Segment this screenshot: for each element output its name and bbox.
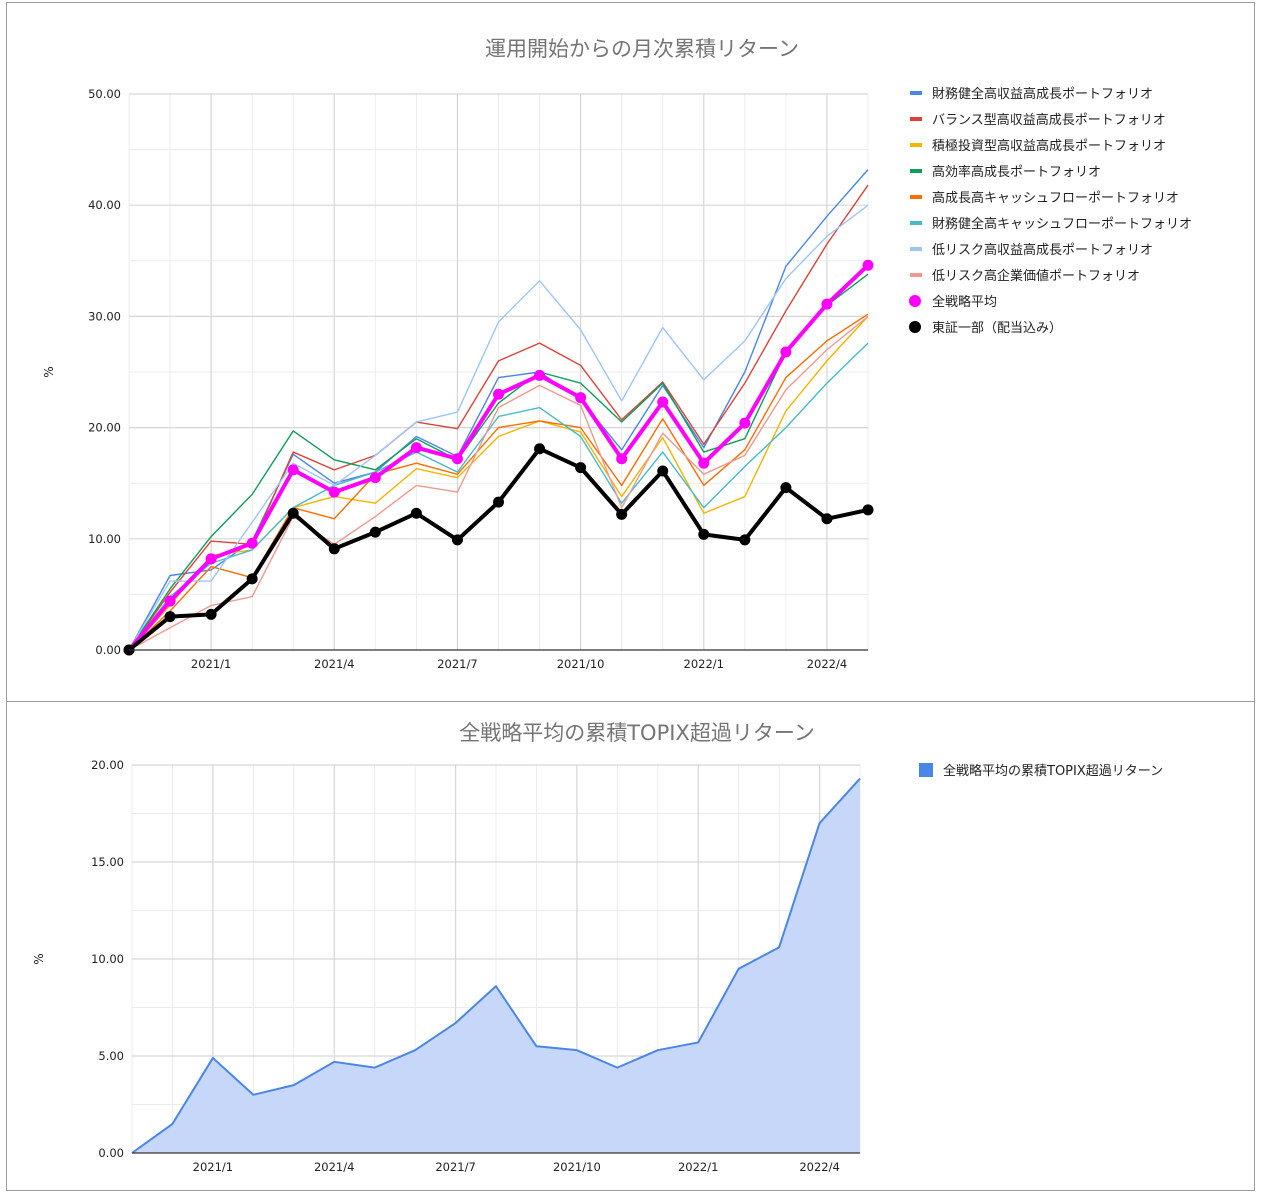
legend-swatch [910, 273, 922, 277]
y-tick-label: 5.00 [98, 1049, 124, 1063]
legend-label: 高効率高成長ポートフォリオ [932, 164, 1101, 180]
area-fill [132, 778, 860, 1153]
y-tick-label: 0.00 [95, 643, 121, 657]
x-tick-label: 2021/10 [553, 1160, 601, 1174]
series-point [369, 526, 381, 538]
series-point [575, 392, 587, 404]
series-point [287, 507, 299, 519]
plot-area: 0.00 10.00 20.00 30.00 40.00 50.00 2021/1 2021/… [42, 86, 1192, 671]
series-point [287, 464, 299, 476]
cumulative-return-chart-panel: 運用開始からの月次累積リターン 0.00 10.00 20.00 30.00 40.00… [6, 2, 1255, 702]
series-point [328, 543, 340, 555]
cumulative-return-chart: 運用開始からの月次累積リターン 0.00 10.00 20.00 30.00 40.00… [42, 37, 1192, 671]
series-point [451, 453, 463, 465]
chart-title: 全戦略平均の累積TOPIX超過リターン [459, 721, 815, 745]
y-axis-label: % [32, 953, 46, 964]
chart-title: 運用開始からの月次累積リターン [485, 37, 799, 61]
series-line-1 [131, 777, 861, 1154]
x-tick-label: 2021/7 [435, 1160, 475, 1174]
excess-return-chart: 全戦略平均の累積TOPIX超過リターン 0.00 5.00 10.00 15.00 20… [32, 721, 1163, 1174]
legend-label: 財務健全高キャッシュフローポートフォリオ [932, 216, 1192, 232]
y-tick-label: 15.00 [91, 855, 124, 869]
x-tick-label: 2021/1 [191, 657, 231, 671]
x-tick-label: 2021/4 [314, 1160, 354, 1174]
y-tick-label: 20.00 [91, 758, 124, 772]
series-line-4 [128, 273, 869, 651]
series-point [575, 462, 587, 474]
series-line-6 [128, 342, 869, 651]
y-tick-label: 20.00 [88, 421, 121, 435]
legend-label: 高成長高キャッシュフローポートフォリオ [932, 190, 1179, 206]
legend-swatch [910, 221, 922, 225]
y-axis-label: % [42, 366, 56, 377]
x-tick-label: 2022/1 [678, 1160, 718, 1174]
series-point [698, 457, 710, 469]
x-tick-label: 2022/1 [684, 657, 724, 671]
series-point [164, 595, 176, 607]
series-point [493, 496, 504, 508]
legend-label: 低リスク高収益高成長ポートフォリオ [932, 242, 1153, 258]
series-point [780, 346, 792, 358]
legend-swatch [910, 247, 922, 251]
y-tick-label: 10.00 [88, 532, 121, 546]
series-point [616, 508, 628, 520]
series-point [493, 388, 504, 400]
series-point [164, 611, 176, 623]
series-point [246, 573, 258, 585]
legend-swatch [910, 169, 922, 173]
series-point [862, 504, 874, 516]
x-tick-label: 2021/10 [557, 657, 605, 671]
legend-swatch [910, 195, 922, 199]
legend-label: 全戦略平均 [932, 294, 997, 310]
series-point [205, 553, 217, 565]
series-point [862, 259, 874, 271]
excess-return-chart-panel: 全戦略平均の累積TOPIX超過リターン 0.00 5.00 10.00 15.00 20… [6, 701, 1255, 1191]
series-point [821, 298, 833, 310]
y-tick-label: 0.00 [98, 1146, 124, 1160]
y-tick-label: 40.00 [88, 198, 121, 212]
series-point [534, 443, 546, 455]
legend-label: 全戦略平均の累積TOPIX超過リターン [943, 763, 1163, 779]
series-point [451, 534, 463, 546]
series-point [410, 507, 422, 519]
legend-swatch [910, 143, 922, 147]
y-tick-label: 50.00 [88, 87, 121, 101]
series-point [821, 513, 833, 525]
x-tick-label: 2021/7 [437, 657, 477, 671]
series-point [616, 453, 628, 465]
legend-swatch [919, 763, 933, 777]
series-point [657, 465, 669, 477]
legend-label: 東証一部（配当込み） [932, 320, 1062, 336]
series-point [780, 482, 792, 494]
series-point [739, 534, 751, 546]
legend-label: 財務健全高収益高成長ポートフォリオ [932, 86, 1153, 102]
y-tick-label: 10.00 [91, 952, 124, 966]
legend-label: 低リスク高企業価値ポートフォリオ [932, 268, 1140, 284]
series-point [328, 486, 340, 498]
plot-area: 0.00 5.00 10.00 15.00 20.00 2021/1 2021/4 2021/… [32, 758, 1163, 1174]
series-point [657, 396, 669, 408]
series-point [246, 537, 258, 549]
x-tick-label: 2021/1 [193, 1160, 233, 1174]
series-point [205, 608, 217, 620]
x-tick-label: 2022/4 [799, 1160, 839, 1174]
legend-marker [909, 321, 921, 333]
series-point [739, 417, 751, 429]
x-tick-label: 2022/4 [807, 657, 847, 671]
legend-label: 積極投資型高収益高成長ポートフォリオ [932, 138, 1166, 154]
series-point [698, 528, 710, 540]
y-tick-label: 30.00 [88, 309, 121, 323]
legend-swatch [910, 91, 922, 95]
series-point [369, 472, 381, 484]
legend-label: バランス型高収益高成長ポートフォリオ [932, 112, 1166, 128]
x-tick-label: 2021/4 [314, 657, 354, 671]
series-point [410, 442, 422, 454]
series-line-8 [128, 315, 869, 651]
series-line-7 [128, 204, 869, 651]
legend-swatch [910, 117, 922, 121]
legend-marker [909, 295, 921, 307]
series-point [534, 369, 546, 381]
